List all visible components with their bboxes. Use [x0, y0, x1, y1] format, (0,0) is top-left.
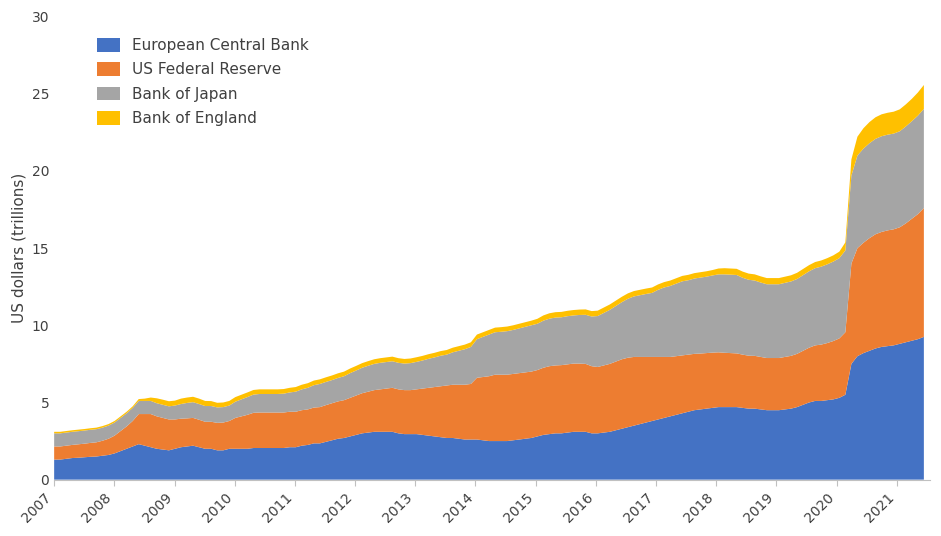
- Y-axis label: US dollars (trillions): US dollars (trillions): [11, 173, 26, 323]
- Legend: European Central Bank, US Federal Reserve, Bank of Japan, Bank of England: European Central Bank, US Federal Reserv…: [97, 38, 309, 126]
